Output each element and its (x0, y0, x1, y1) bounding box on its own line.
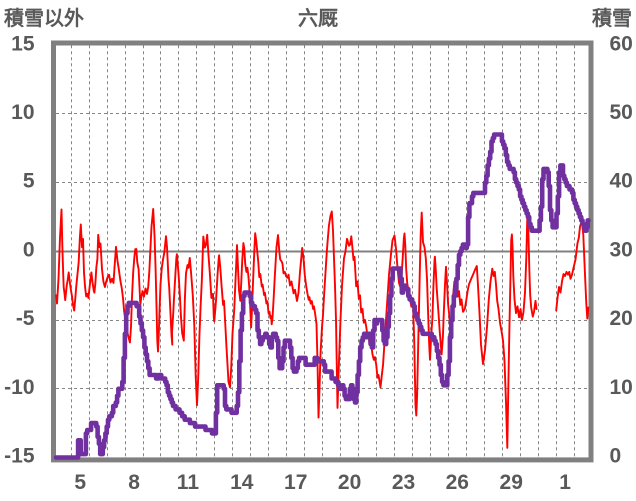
svg-text:20: 20 (338, 471, 361, 494)
svg-text:29: 29 (500, 471, 523, 494)
svg-text:5: 5 (74, 471, 86, 494)
svg-text:0: 0 (610, 445, 622, 468)
svg-text:0: 0 (23, 239, 35, 262)
svg-text:10: 10 (11, 101, 34, 124)
svg-text:17: 17 (284, 471, 307, 494)
svg-text:11: 11 (177, 471, 200, 494)
svg-text:5: 5 (23, 170, 35, 193)
svg-text:1: 1 (559, 471, 571, 494)
svg-text:六厩: 六厩 (298, 7, 338, 30)
svg-text:20: 20 (610, 307, 633, 330)
svg-text:60: 60 (610, 32, 633, 55)
svg-text:8: 8 (128, 471, 140, 494)
svg-text:10: 10 (610, 376, 633, 399)
svg-text:14: 14 (230, 471, 254, 494)
svg-text:-5: -5 (16, 307, 35, 330)
svg-text:30: 30 (610, 239, 633, 262)
svg-text:50: 50 (610, 101, 633, 124)
svg-text:積雪以外: 積雪以外 (4, 6, 84, 30)
svg-text:-15: -15 (4, 445, 35, 468)
svg-text:-10: -10 (4, 376, 34, 399)
svg-text:積雪: 積雪 (592, 7, 632, 30)
svg-text:15: 15 (11, 32, 35, 55)
svg-text:26: 26 (446, 471, 469, 494)
svg-text:40: 40 (610, 170, 633, 193)
svg-text:23: 23 (392, 471, 415, 494)
